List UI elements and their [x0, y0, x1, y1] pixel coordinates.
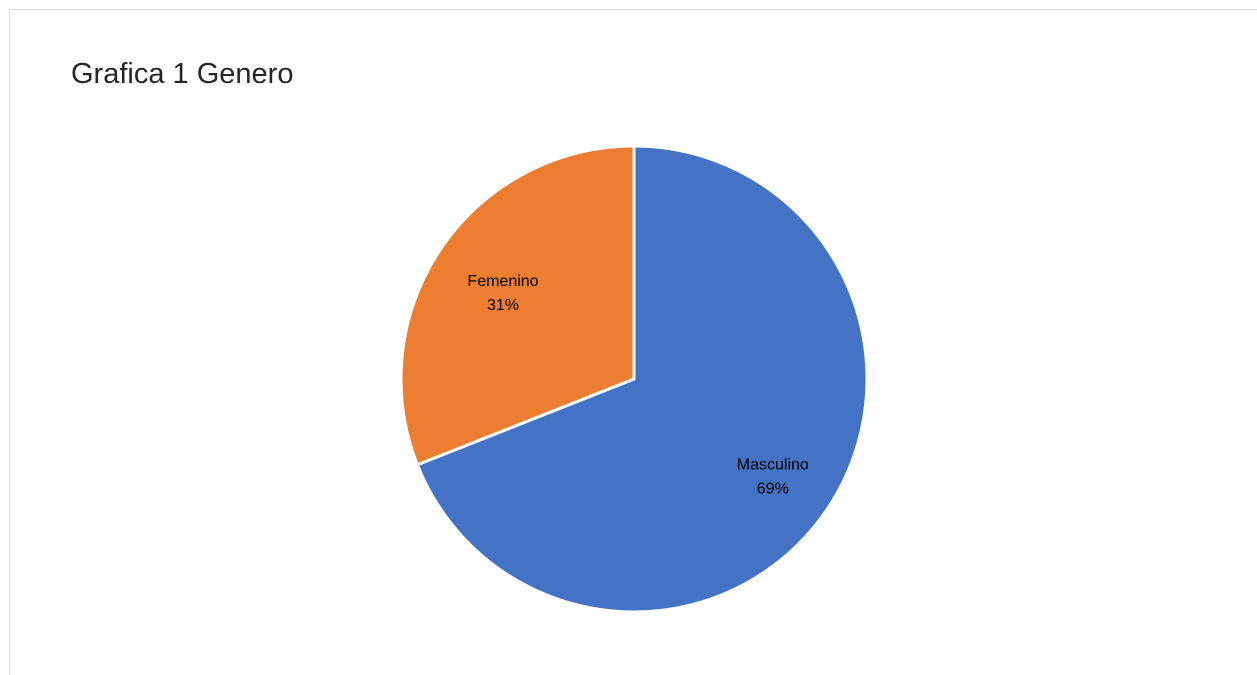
data-label-percent-masculino: 69%	[757, 480, 789, 497]
pie-slice-masculino	[415, 144, 869, 614]
data-label-category-masculino: Masculino	[737, 456, 809, 473]
data-label-percent-femenino: 31%	[487, 297, 519, 314]
data-label-category-femenino: Femenino	[467, 273, 538, 290]
chart-title: Grafica 1 Genero	[71, 58, 294, 90]
pie-slice-femenino	[399, 144, 636, 467]
